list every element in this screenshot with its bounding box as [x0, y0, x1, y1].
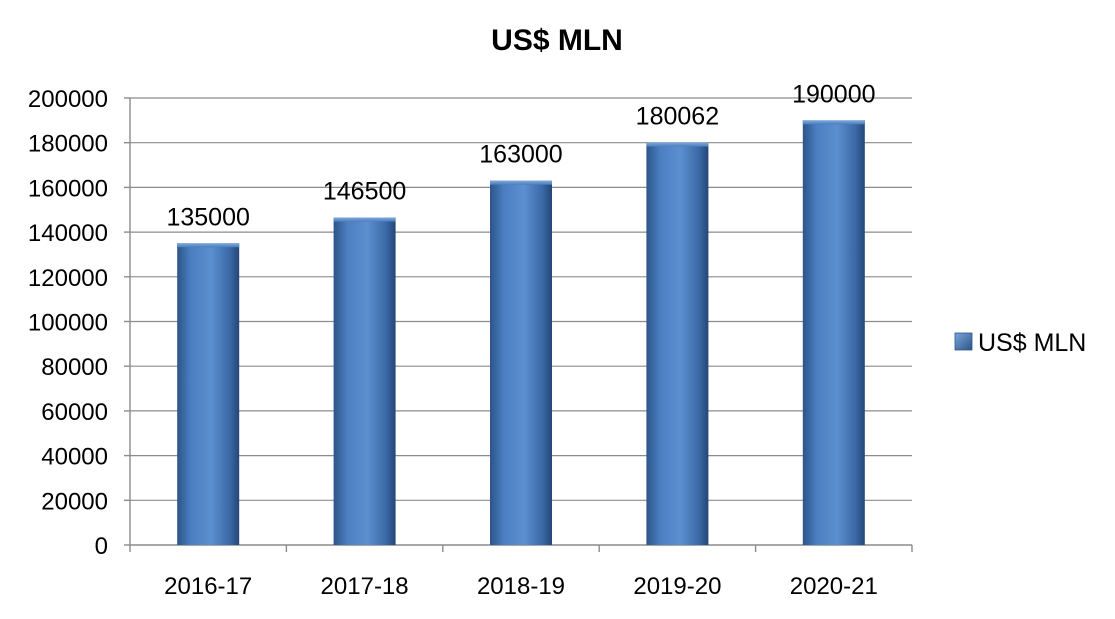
y-tick-label: 160000: [28, 175, 108, 202]
data-label: 135000: [166, 203, 249, 231]
x-tick-label: 2017-18: [321, 573, 409, 600]
data-label: 146500: [323, 178, 406, 206]
y-tick-label: 60000: [41, 399, 108, 426]
data-label: 180062: [636, 103, 719, 131]
bar: [333, 217, 396, 545]
y-tick-label: 100000: [28, 310, 108, 337]
legend-swatch: [954, 332, 973, 351]
bar-cap: [177, 243, 240, 248]
bar-body: [177, 243, 240, 545]
bar-body: [333, 217, 396, 545]
chart-title: US$ MLN: [491, 24, 623, 57]
bar-body: [646, 142, 709, 545]
bar-cap: [490, 180, 552, 185]
data-label: 190000: [792, 80, 875, 108]
legend: US$ MLN: [954, 329, 1086, 357]
x-tick-label: 2016-17: [164, 573, 252, 600]
y-tick-label: 80000: [41, 354, 108, 381]
data-labels: 135000 146500 163000 180062 190000: [166, 80, 875, 231]
y-tick-label: 140000: [28, 220, 108, 247]
data-label: 163000: [479, 141, 562, 169]
bars: [177, 120, 865, 545]
bar: [177, 243, 240, 545]
bar: [490, 180, 552, 545]
y-tick-label: 200000: [28, 86, 108, 113]
x-axis-ticks: 2016-17 2017-18 2018-19 2019-20 2020-21: [129, 545, 913, 600]
x-tick-label: 2018-19: [477, 573, 565, 600]
legend-label: US$ MLN: [978, 329, 1086, 357]
y-axis-ticks: 0 20000 40000 60000 80000 100000 120000 140000 1…: [28, 86, 912, 560]
y-tick-label: 180000: [28, 131, 108, 158]
x-tick-label: 2019-20: [633, 573, 721, 600]
bar-cap: [802, 120, 865, 125]
y-tick-label: 20000: [41, 488, 108, 515]
y-tick-label: 0: [95, 533, 108, 560]
bar: [646, 142, 709, 545]
bar-cap: [333, 217, 396, 222]
bar-body: [490, 180, 552, 545]
bar-cap: [646, 142, 709, 147]
bar-body: [802, 120, 865, 545]
y-tick-label: 40000: [41, 444, 108, 471]
x-tick-label: 2020-21: [790, 573, 878, 600]
bar: [802, 120, 865, 545]
y-tick-label: 120000: [28, 265, 108, 292]
